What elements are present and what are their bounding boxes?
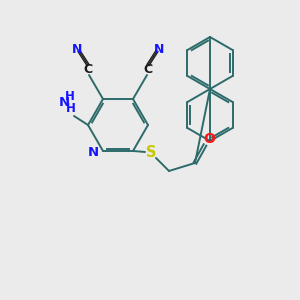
Text: H: H	[66, 103, 76, 116]
Text: N: N	[154, 43, 164, 56]
Text: C: C	[143, 62, 153, 76]
Text: S: S	[146, 146, 156, 160]
Text: C: C	[83, 62, 93, 76]
Text: N: N	[88, 146, 99, 160]
Text: O: O	[203, 132, 215, 146]
Text: H: H	[65, 91, 75, 103]
Text: N: N	[72, 43, 82, 56]
Text: N: N	[58, 97, 70, 110]
